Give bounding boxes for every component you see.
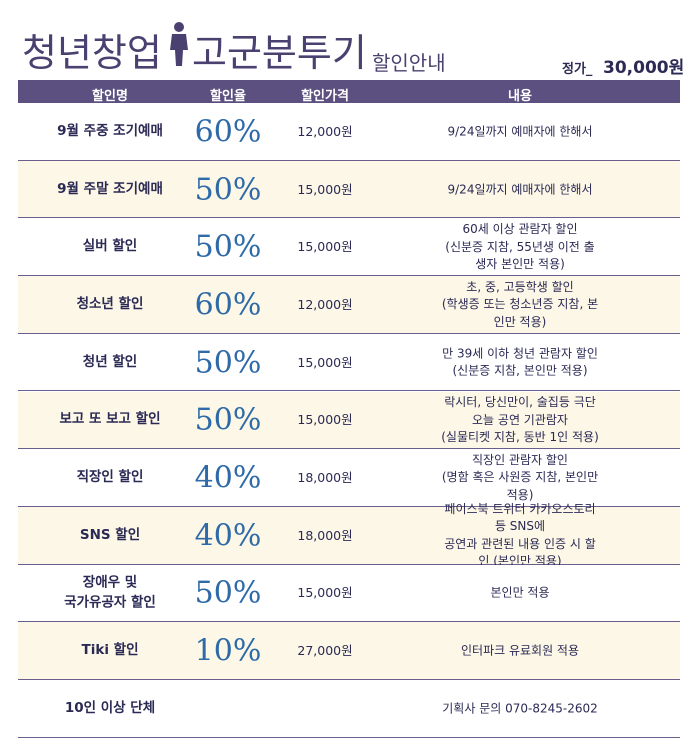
content-line: 60세 이상 관람자 할인 xyxy=(462,222,578,237)
discount-content: 만 39세 이하 청년 관람자 할인 (신분증 지참, 본인만 적용) xyxy=(442,345,598,380)
discount-rate: 60% xyxy=(194,287,262,323)
table-row: 실버 할인 50% 15,000원 60세 이상 관람자 할인 (신분증 지참, 55년… xyxy=(18,218,680,277)
content-line: (학생증 또는 청소년증 지참, 본인만 적용) xyxy=(441,297,599,329)
discount-content: 페이스북 트위터 카카오스토리등 SNS에 공연과 관련된 내용 인증 시 할인 … xyxy=(440,501,600,571)
name-line: SNS 할인 xyxy=(79,526,141,543)
discount-rate: 10% xyxy=(194,633,262,669)
discount-content: 기획사 문의 070-8245-2602 xyxy=(442,700,597,717)
content-line: 본인만 적용 xyxy=(490,585,550,600)
table-row: 9월 주중 조기예매 60% 12,000원 9/24일까지 예매자에 한해서 xyxy=(18,103,680,161)
discount-name: 청소년 할인 xyxy=(77,295,144,315)
subtitle: 할인안내 xyxy=(372,51,446,75)
discount-rate: 50% xyxy=(194,402,262,438)
discount-name: 9월 주말 조기예매 xyxy=(57,180,163,200)
title-right: 고군분투기 xyxy=(192,31,367,75)
base-price: 30,000원 xyxy=(603,58,685,78)
content-line: 페이스북 트위터 카카오스토리등 SNS에 xyxy=(444,501,596,534)
content-line: 락시터, 당신만이, 술집등 극단 오늘 공연 기관람자 xyxy=(444,395,596,427)
content-line: 직장인 관람자 할인 xyxy=(472,452,568,467)
discount-price: 12,000원 xyxy=(297,296,353,312)
table-row: 청소년 할인 60% 12,000원 초, 중, 고등학생 할인 (학생증 또는 청소년… xyxy=(18,276,680,334)
discount-content: 9/24일까지 예매자에 한해서 xyxy=(448,181,593,198)
discount-price: 12,000원 xyxy=(297,123,353,139)
discount-name: 청년 할인 xyxy=(83,353,137,373)
discount-rate: 50% xyxy=(194,575,262,611)
discount-price: 15,000원 xyxy=(297,239,353,255)
content-line: 기획사 문의 070-8245-2602 xyxy=(442,701,598,716)
discount-price: 18,000원 xyxy=(297,527,353,543)
table-header xyxy=(18,80,680,103)
column-header: 할인가격 xyxy=(301,89,349,104)
content-line: 9/24일까지 예매자에 한해서 xyxy=(447,181,593,196)
discount-rate: 50% xyxy=(194,229,262,265)
discount-rate: 60% xyxy=(194,114,262,150)
name-line: 직장인 할인 xyxy=(76,469,144,486)
discount-price: 27,000원 xyxy=(297,643,353,659)
content-line: (실물티켓 지참, 동반 1인 적용) xyxy=(441,430,599,445)
discount-price: 15,000원 xyxy=(297,585,353,601)
name-line: 9월 주중 조기예매 xyxy=(57,123,163,140)
discount-name: 9월 주중 조기예매 xyxy=(57,122,163,142)
discount-name: 보고 또 보고 할인 xyxy=(59,411,160,431)
discount-price: 15,000원 xyxy=(297,412,353,428)
content-line: (신분증 지참, 본인만 적용) xyxy=(452,363,588,378)
name-line: 실버 할인 xyxy=(82,238,138,255)
discount-name: 직장인 할인 xyxy=(77,468,144,488)
content-line: (신분증 지참, 55년생 이전 출생자 본인만 적용) xyxy=(445,239,595,271)
name-line: 9월 주말 조기예매 xyxy=(57,180,163,197)
discount-rate: 40% xyxy=(194,517,262,553)
name-line: 10인 이상 단체 xyxy=(64,700,156,717)
content-line: 만 39세 이하 청년 관람자 할인 xyxy=(442,346,598,361)
price-label: 정가_ xyxy=(562,62,593,77)
discount-name: 실버 할인 xyxy=(83,237,137,257)
table-row: 10인 이상 단체 기획사 문의 070-8245-2602 xyxy=(18,680,680,738)
table-row: Tiki 할인 10% 27,000원 인터파크 유료회원 적용 xyxy=(18,622,680,680)
table-row: 9월 주말 조기예매 50% 15,000원 9/24일까지 예매자에 한해서 xyxy=(18,160,680,219)
discount-content: 60세 이상 관람자 할인 (신분증 지참, 55년생 이전 출생자 본인만 적용… xyxy=(440,221,600,273)
discount-price: 15,000원 xyxy=(297,181,353,197)
figure-icon xyxy=(170,22,188,66)
column-header: 할인율 xyxy=(210,89,246,104)
table-row: 보고 또 보고 할인 50% 15,000원 락시터, 당신만이, 술집등 극단 오늘… xyxy=(18,391,680,450)
content-line: 9/24일까지 예매자에 한해서 xyxy=(447,124,593,139)
discount-name: 10인 이상 단체 xyxy=(65,699,155,719)
discount-content: 초, 중, 고등학생 할인 (학생증 또는 청소년증 지참, 본인만 적용) xyxy=(440,279,600,331)
column-header: 할인명 xyxy=(92,89,128,104)
discount-content: 본인만 적용 xyxy=(490,585,549,602)
discount-name: Tiki 할인 xyxy=(82,641,139,661)
name-line: 청소년 할인 xyxy=(76,296,144,313)
content-line: (명함 혹은 사원증 지참, 본인만 적용) xyxy=(441,470,599,502)
discount-content: 락시터, 당신만이, 술집등 극단 오늘 공연 기관람자 (실물티켓 지참, 동반… xyxy=(440,394,600,446)
name-line: 국가유공자 할인 xyxy=(64,594,156,611)
discount-rate: 50% xyxy=(194,344,262,380)
name-line: 보고 또 보고 할인 xyxy=(59,411,161,428)
name-line: Tiki 할인 xyxy=(81,642,139,659)
title-left: 청년창업 xyxy=(22,31,162,75)
discount-name: SNS 할인 xyxy=(80,526,140,546)
column-header: 내용 xyxy=(508,89,532,104)
content-line: 초, 중, 고등학생 할인 xyxy=(466,279,574,294)
name-line: 장애우 및 xyxy=(82,574,138,591)
name-line: 청년 할인 xyxy=(82,353,138,370)
table-row: SNS 할인 40% 18,000원 페이스북 트위터 카카오스토리등 SNS에 공연과… xyxy=(18,502,680,568)
content-line: 인터파크 유료회원 적용 xyxy=(460,643,580,658)
discount-price: 15,000원 xyxy=(297,354,353,370)
discount-content: 인터파크 유료회원 적용 xyxy=(461,642,579,659)
discount-price: 18,000원 xyxy=(297,469,353,485)
discount-rate: 50% xyxy=(194,171,262,207)
discount-content: 9/24일까지 예매자에 한해서 xyxy=(448,123,593,140)
table-row: 직장인 할인 40% 18,000원 직장인 관람자 할인 (명함 혹은 사원증 지참,… xyxy=(18,449,680,507)
discount-rate: 40% xyxy=(194,460,262,496)
discount-content: 직장인 관람자 할인 (명함 혹은 사원증 지참, 본인만 적용) xyxy=(440,452,600,504)
table-row: 청년 할인 50% 15,000원 만 39세 이하 청년 관람자 할인 (신분증 지참… xyxy=(18,333,680,392)
